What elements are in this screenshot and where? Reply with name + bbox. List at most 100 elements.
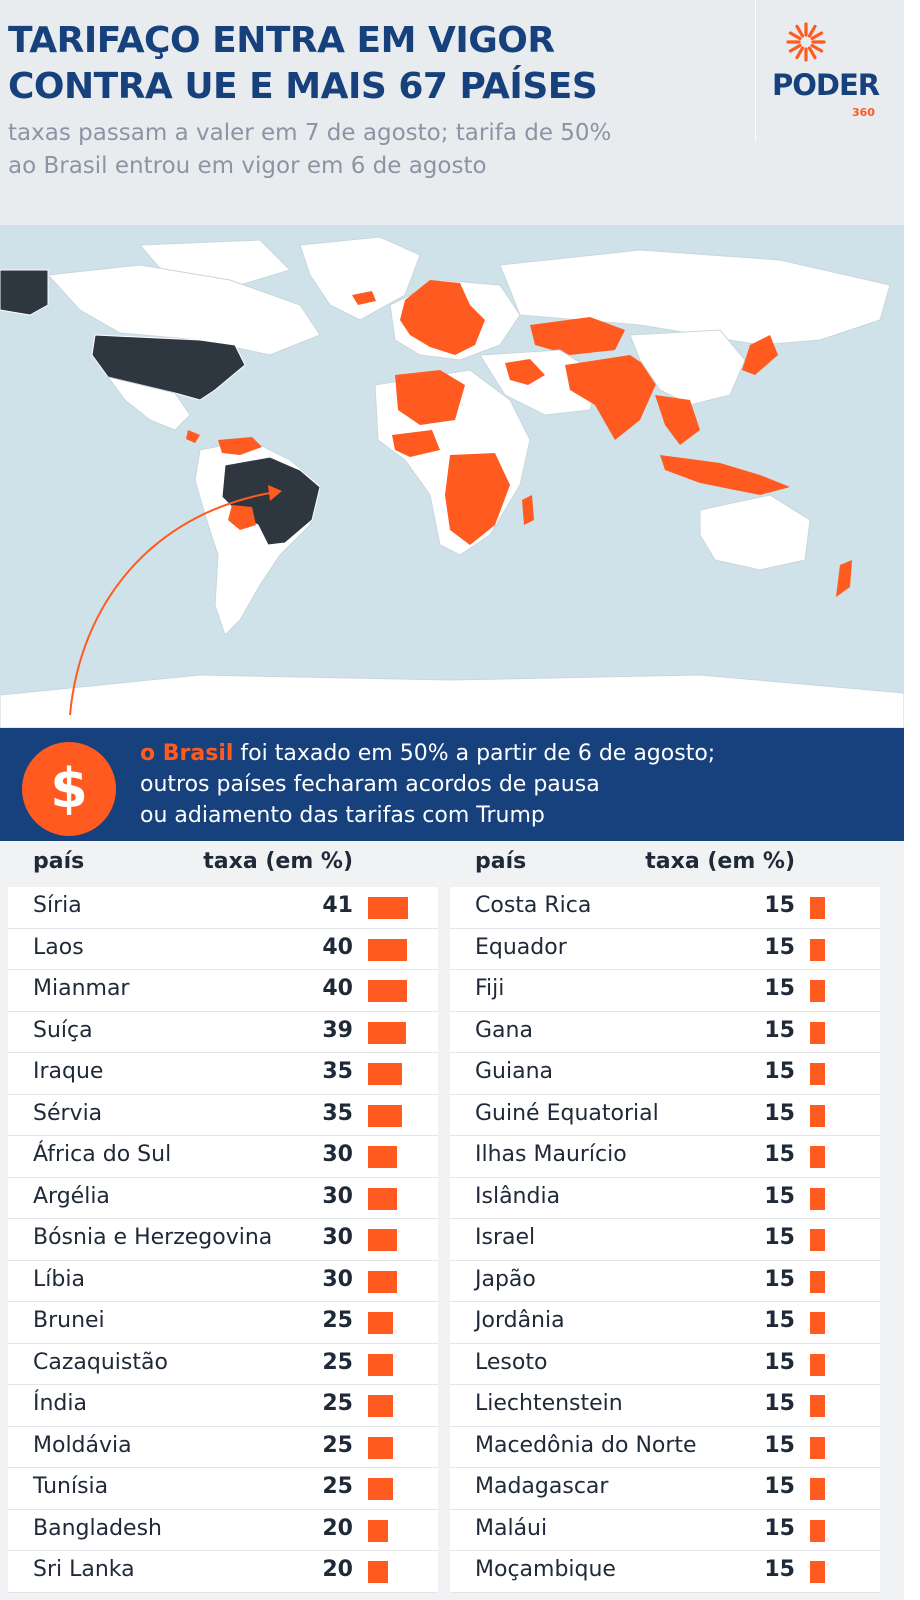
- country-name: Lesoto: [475, 1349, 548, 1375]
- land-greenland: [299, 236, 421, 321]
- tariff-value: 15: [764, 1225, 795, 1250]
- dollar-symbol: $: [50, 757, 88, 820]
- tariff-bar: [368, 1436, 393, 1459]
- country-bolivia: [228, 505, 256, 530]
- table-row: Moçambique 15: [450, 1551, 880, 1593]
- country-alaska: [0, 269, 49, 316]
- land-china: [629, 329, 746, 406]
- country-india-region: [565, 355, 660, 440]
- country-name: Brunei: [33, 1308, 105, 1333]
- tariff-value: 35: [322, 1059, 353, 1084]
- tariff-value: 25: [322, 1391, 353, 1416]
- land-antarctica: [0, 674, 904, 728]
- banner-text: o Brasil foi taxado em 50% a partir de 6…: [140, 738, 900, 831]
- country-iceland: [352, 291, 376, 305]
- country-name: Liechtenstein: [475, 1391, 623, 1416]
- tariff-bar: [810, 1104, 825, 1127]
- tariff-value: 40: [322, 976, 353, 1001]
- header-divider: [755, 0, 756, 140]
- country-new-zealand: [836, 560, 852, 597]
- country-southeast-asia: [655, 395, 700, 445]
- tariff-bar: [810, 1353, 825, 1376]
- country-kazakhstan: [530, 317, 625, 355]
- tariff-bar: [368, 1063, 402, 1085]
- table-row: Maláui 15: [450, 1509, 880, 1551]
- world-map-svg: [0, 225, 904, 728]
- country-name: Tunísia: [33, 1474, 109, 1499]
- tariff-table: país taxa (em %) Síria 41 Laos 40 Mianmar 40 S…: [0, 841, 904, 1600]
- table-row: Sérvia 35: [8, 1094, 438, 1136]
- poder360-logo: PODER 360: [772, 20, 892, 120]
- land-mexico: [106, 376, 191, 431]
- country-name: Israel: [475, 1225, 536, 1250]
- table-rows-left: Síria 41 Laos 40 Mianmar 40 Suíça 39 Iraque 35 Sér…: [8, 887, 438, 1593]
- tariff-value: 25: [322, 1474, 353, 1499]
- tariff-bar: [810, 1063, 825, 1085]
- tariff-value: 30: [322, 1225, 353, 1250]
- tariff-value: 25: [322, 1308, 353, 1333]
- sun-logo-icon: [786, 22, 826, 62]
- table-row: Laos 40: [8, 928, 438, 970]
- country-name: Bangladesh: [33, 1515, 162, 1541]
- tariff-value: 20: [322, 1515, 353, 1541]
- country-name: Guiana: [475, 1059, 554, 1084]
- country-name: Sérvia: [33, 1100, 103, 1126]
- table-row: Gana 15: [450, 1011, 880, 1053]
- tariff-value: 15: [764, 1183, 795, 1209]
- table-header-left: país taxa (em %): [8, 841, 438, 887]
- country-eu-block: [400, 280, 485, 355]
- country-name: Madagascar: [475, 1474, 609, 1499]
- page-title: TARIFAÇO ENTRA EM VIGOR CONTRA UE E MAIS…: [8, 18, 728, 110]
- banner-highlight: o Brasil: [140, 741, 234, 766]
- brazil-arrow-line: [69, 492, 271, 716]
- tariff-value: 15: [764, 934, 795, 960]
- tariff-value: 39: [322, 1017, 353, 1043]
- country-name: Ilhas Maurício: [475, 1142, 627, 1167]
- tariff-bar: [810, 1229, 825, 1251]
- title-line-2: CONTRA UE E MAIS 67 PAÍSES: [8, 66, 598, 107]
- tariff-value: 15: [764, 976, 795, 1001]
- table-row: Jordânia 15: [450, 1302, 880, 1344]
- table-column-left: país taxa (em %) Síria 41 Laos 40 Mianmar 40 S…: [8, 841, 438, 1600]
- tariff-bar: [368, 1561, 388, 1583]
- tariff-value: 15: [764, 1059, 795, 1084]
- country-name: Costa Rica: [475, 893, 592, 918]
- table-row: Suíça 39: [8, 1011, 438, 1053]
- header-rate: taxa (em %): [645, 849, 795, 874]
- logo-word: PODER: [772, 68, 880, 102]
- land-australia: [699, 494, 811, 571]
- tariff-value: 30: [322, 1266, 353, 1292]
- header: TARIFAÇO ENTRA EM VIGOR CONTRA UE E MAIS…: [0, 0, 904, 225]
- table-row: Ilhas Maurício 15: [450, 1136, 880, 1178]
- tariff-value: 15: [764, 1017, 795, 1043]
- table-row: Moldávia 25: [8, 1426, 438, 1468]
- tariff-bar: [368, 1395, 393, 1417]
- right-margin: [904, 0, 920, 1600]
- country-name: Japão: [475, 1266, 536, 1292]
- tariff-bar: [810, 1187, 825, 1210]
- tariff-bar: [368, 1229, 397, 1251]
- table-row: Macedônia do Norte 15: [450, 1426, 880, 1468]
- table-column-right: país taxa (em %) Costa Rica 15 Equador 15 Fi…: [450, 841, 880, 1600]
- banner-line-1: o Brasil foi taxado em 50% a partir de 6…: [140, 738, 900, 769]
- country-north-africa: [395, 370, 465, 425]
- tariff-bar: [368, 938, 407, 961]
- tariff-value: 30: [322, 1183, 353, 1209]
- banner-line-3: ou adiamento das tarifas com Trump: [140, 803, 545, 828]
- subtitle-line-2: ao Brasil entrou em vigor em 6 de agosto: [8, 153, 487, 179]
- tariff-bar: [368, 1312, 393, 1334]
- tariff-bar: [368, 1353, 393, 1376]
- tariff-value: 40: [322, 934, 353, 960]
- table-row: Bangladesh 20: [8, 1509, 438, 1551]
- tariff-value: 15: [764, 1474, 795, 1499]
- tariff-value: 15: [764, 1266, 795, 1292]
- subtitle: taxas passam a valer em 7 de agosto; tar…: [8, 117, 708, 183]
- tariff-bar: [368, 1104, 402, 1127]
- table-row: Costa Rica 15: [450, 887, 880, 929]
- tariff-bar: [368, 1021, 406, 1044]
- table-row: Liechtenstein 15: [450, 1385, 880, 1427]
- tariff-value: 15: [764, 1391, 795, 1416]
- tariff-value: 15: [764, 1142, 795, 1167]
- tariff-bar: [810, 897, 825, 919]
- table-row: Argélia 30: [8, 1177, 438, 1219]
